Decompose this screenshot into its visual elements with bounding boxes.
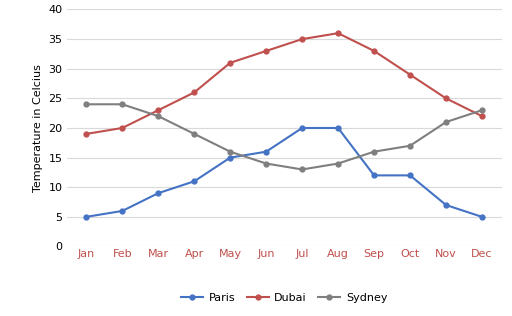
- Dubai: [227, 61, 233, 65]
- Line: Paris: Paris: [84, 125, 484, 219]
- Sydney: [227, 150, 233, 154]
- Paris: [407, 173, 413, 177]
- Paris: [263, 150, 269, 154]
- Sydney: [335, 161, 341, 165]
- Line: Sydney: Sydney: [84, 102, 484, 172]
- Dubai: [83, 132, 90, 136]
- Sydney: [191, 132, 197, 136]
- Dubai: [191, 90, 197, 94]
- Sydney: [371, 150, 377, 154]
- Dubai: [443, 96, 449, 100]
- Sydney: [443, 120, 449, 124]
- Paris: [83, 215, 90, 219]
- Paris: [119, 209, 125, 213]
- Sydney: [263, 161, 269, 165]
- Dubai: [119, 126, 125, 130]
- Dubai: [479, 114, 485, 118]
- Line: Dubai: Dubai: [84, 31, 484, 136]
- Paris: [191, 179, 197, 183]
- Paris: [371, 173, 377, 177]
- Sydney: [155, 114, 161, 118]
- Sydney: [479, 108, 485, 112]
- Paris: [443, 203, 449, 207]
- Sydney: [407, 144, 413, 148]
- Paris: [227, 156, 233, 160]
- Dubai: [335, 31, 341, 35]
- Sydney: [299, 167, 305, 171]
- Y-axis label: Temperature in Celcius: Temperature in Celcius: [33, 64, 42, 192]
- Sydney: [119, 102, 125, 106]
- Paris: [335, 126, 341, 130]
- Paris: [479, 215, 485, 219]
- Dubai: [155, 108, 161, 112]
- Paris: [299, 126, 305, 130]
- Dubai: [407, 73, 413, 76]
- Sydney: [83, 102, 90, 106]
- Dubai: [263, 49, 269, 53]
- Paris: [155, 191, 161, 195]
- Dubai: [299, 37, 305, 41]
- Legend: Paris, Dubai, Sydney: Paris, Dubai, Sydney: [177, 289, 392, 307]
- Dubai: [371, 49, 377, 53]
